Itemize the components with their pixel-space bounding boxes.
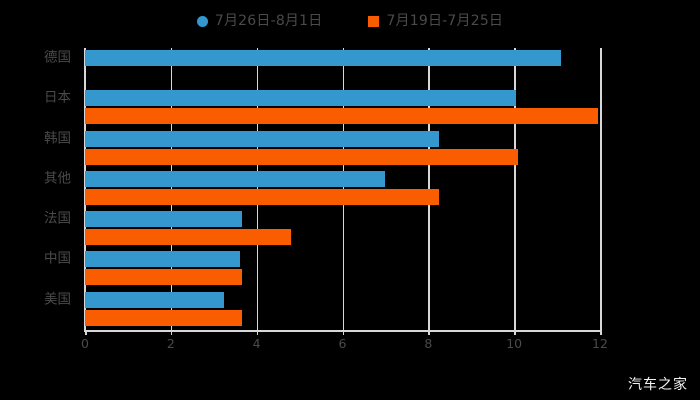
- bar-row: 法国: [44, 209, 600, 249]
- x-tick-mark: [170, 330, 173, 335]
- bar[interactable]: [85, 130, 440, 147]
- bar-row: 日本: [44, 88, 600, 128]
- x-tick-mark: [428, 330, 430, 335]
- y-category-label: 法国: [44, 210, 71, 227]
- plot-area: 0 2 4 6 8 10 12 德国日本韩国其他法国中国美国: [44, 48, 608, 350]
- x-tick-label: 6: [338, 336, 347, 351]
- gridline: [600, 48, 602, 330]
- x-tick-label: 10: [506, 336, 523, 351]
- y-category-label: 其他: [44, 170, 71, 187]
- bar[interactable]: [85, 50, 562, 66]
- bar-row: 韩国: [44, 129, 600, 169]
- chart-legend: 7月26日-8月1日 7月19日-7月25日: [0, 8, 700, 34]
- bar[interactable]: [85, 148, 519, 165]
- x-tick-mark: [256, 330, 259, 335]
- bar[interactable]: [85, 251, 240, 268]
- legend-item-0[interactable]: 7月26日-8月1日: [196, 13, 323, 29]
- x-tick-label: 4: [252, 336, 261, 351]
- x-tick-label: 12: [592, 336, 608, 351]
- bar-row: 中国: [44, 249, 600, 289]
- bar[interactable]: [85, 309, 242, 326]
- x-tick-mark: [342, 330, 344, 335]
- legend-label-0: 7月26日-8月1日: [214, 13, 323, 29]
- y-axis-line: [84, 48, 86, 330]
- bar-row: 其他: [44, 169, 600, 209]
- square-marker-icon: [368, 15, 380, 27]
- gridline: [514, 48, 516, 330]
- bar[interactable]: [85, 188, 440, 205]
- circle-marker-icon: [196, 15, 208, 27]
- y-category-label: 美国: [44, 290, 71, 307]
- x-tick-label: 8: [424, 336, 433, 351]
- bar-row: 美国: [44, 290, 600, 330]
- y-category-label: 德国: [44, 49, 71, 66]
- bar[interactable]: [85, 90, 517, 107]
- x-tick-mark: [85, 330, 87, 335]
- bar[interactable]: [85, 211, 242, 228]
- y-category-label: 中国: [44, 250, 71, 267]
- watermark: 汽车之家: [628, 377, 688, 393]
- y-category-label: 韩国: [44, 129, 71, 146]
- y-category-label: 日本: [44, 89, 71, 106]
- x-tick-mark: [600, 330, 602, 335]
- x-tick-mark: [514, 330, 516, 335]
- bar[interactable]: [85, 269, 242, 286]
- bar[interactable]: [85, 291, 225, 308]
- legend-item-1[interactable]: 7月19日-7月25日: [368, 14, 503, 28]
- bar[interactable]: [85, 229, 291, 246]
- x-tick-label: 0: [81, 336, 89, 351]
- bar[interactable]: [85, 108, 598, 125]
- x-tick-label: 2: [166, 336, 175, 351]
- bar[interactable]: [85, 170, 386, 187]
- legend-label-1: 7月19日-7月25日: [386, 13, 504, 29]
- bar-row: 德国: [44, 48, 600, 88]
